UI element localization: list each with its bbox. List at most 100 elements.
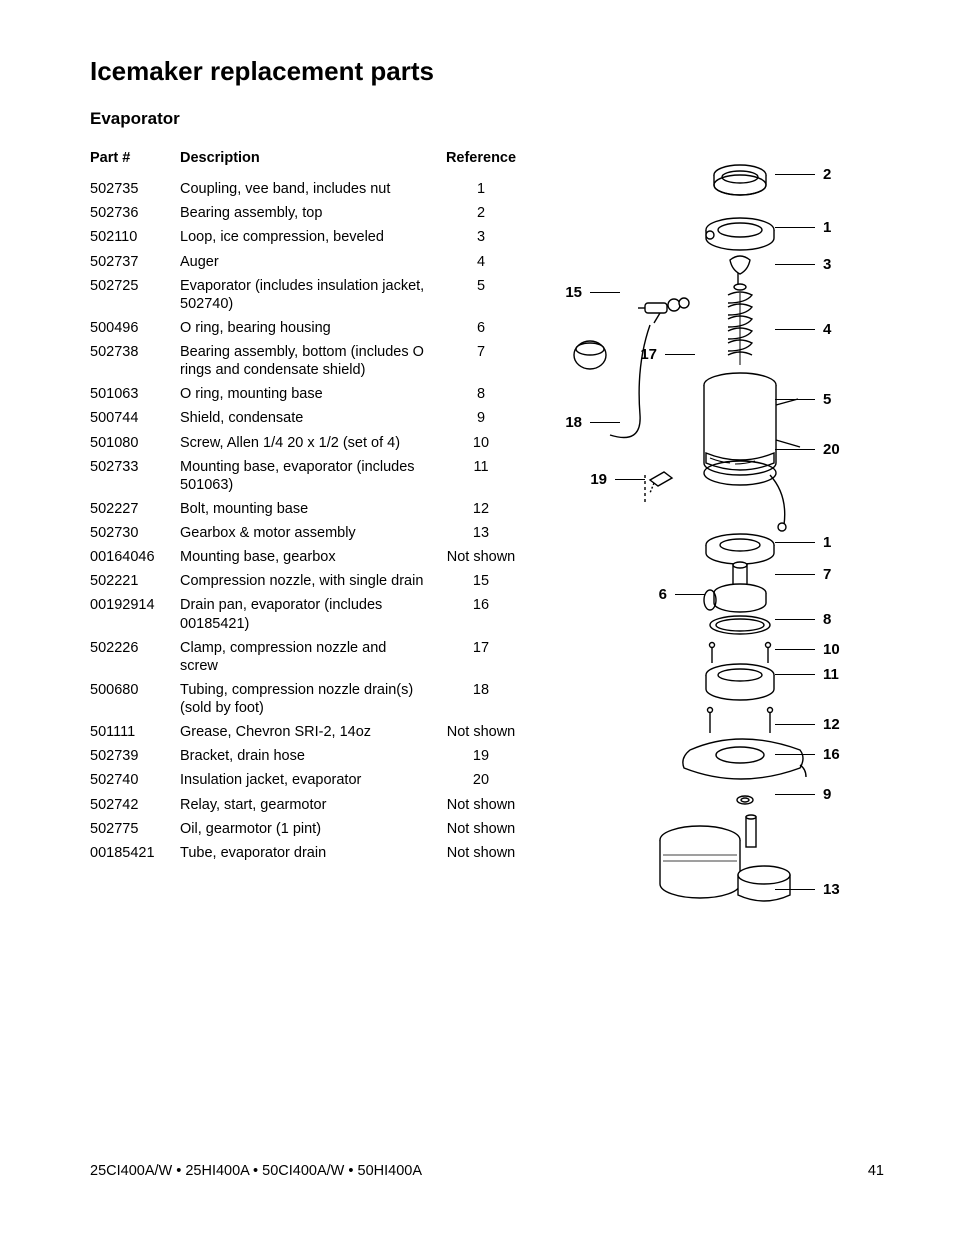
table-row: 502738Bearing assembly, bottom (includes… — [90, 340, 530, 382]
table-row: 502725Evaporator (includes insulation ja… — [90, 274, 530, 316]
diagram-callout: 4 — [775, 321, 831, 338]
cell-desc: Compression nozzle, with single drain — [180, 569, 440, 593]
cell-ref: 8 — [440, 382, 530, 406]
cell-part: 500680 — [90, 678, 180, 720]
cell-part: 500744 — [90, 406, 180, 430]
diagram-callout: 13 — [775, 881, 840, 898]
table-row: 00192914Drain pan, evaporator (includes … — [90, 593, 530, 635]
parts-table: Part # Description Reference 502735Coupl… — [90, 145, 530, 865]
cell-part: 502735 — [90, 177, 180, 201]
cell-desc: Mounting base, evaporator (includes 5010… — [180, 455, 440, 497]
cell-ref: Not shown — [440, 817, 530, 841]
cell-part: 501111 — [90, 720, 180, 744]
cell-ref: 2 — [440, 201, 530, 225]
cell-part: 502730 — [90, 521, 180, 545]
cell-desc: Gearbox & motor assembly — [180, 521, 440, 545]
cell-ref: 7 — [440, 340, 530, 382]
exploded-diagram: 213452017810111216913 151718196 — [550, 155, 884, 935]
table-row: 500496O ring, bearing housing6 — [90, 316, 530, 340]
cell-desc: Bolt, mounting base — [180, 497, 440, 521]
cell-ref: 10 — [440, 431, 530, 455]
cell-ref: 5 — [440, 274, 530, 316]
cell-ref: 17 — [440, 636, 530, 678]
col-part: Part # — [90, 145, 180, 177]
cell-part: 502775 — [90, 817, 180, 841]
diagram-callout: 1 — [775, 219, 831, 236]
cell-ref: Not shown — [440, 841, 530, 865]
diagram-callout: 1 — [775, 534, 831, 551]
cell-desc: Oil, gearmotor (1 pint) — [180, 817, 440, 841]
cell-part: 502110 — [90, 225, 180, 249]
table-row: 501111Grease, Chevron SRI-2, 14ozNot sho… — [90, 720, 530, 744]
cell-desc: Auger — [180, 250, 440, 274]
diagram-callout: 6 — [550, 586, 705, 603]
footer-page-number: 41 — [868, 1163, 884, 1179]
cell-desc: Tubing, compression nozzle drain(s) (sol… — [180, 678, 440, 720]
cell-desc: Loop, ice compression, beveled — [180, 225, 440, 249]
cell-desc: Bracket, drain hose — [180, 744, 440, 768]
table-row: 502775Oil, gearmotor (1 pint)Not shown — [90, 817, 530, 841]
table-row: 502739Bracket, drain hose19 — [90, 744, 530, 768]
section-subtitle: Evaporator — [90, 109, 884, 129]
table-row: 502730Gearbox & motor assembly13 — [90, 521, 530, 545]
cell-ref: 6 — [440, 316, 530, 340]
cell-part: 500496 — [90, 316, 180, 340]
diagram-callout: 3 — [775, 256, 831, 273]
cell-ref: Not shown — [440, 720, 530, 744]
cell-part: 502227 — [90, 497, 180, 521]
col-ref: Reference — [440, 145, 530, 177]
cell-ref: 1 — [440, 177, 530, 201]
diagram-callout: 19 — [550, 471, 645, 488]
cell-part: 502725 — [90, 274, 180, 316]
cell-desc: Bearing assembly, top — [180, 201, 440, 225]
cell-ref: 20 — [440, 768, 530, 792]
table-row: 500744Shield, condensate9 — [90, 406, 530, 430]
table-row: 00185421Tube, evaporator drainNot shown — [90, 841, 530, 865]
table-row: 00164046Mounting base, gearboxNot shown — [90, 545, 530, 569]
cell-part: 502738 — [90, 340, 180, 382]
cell-ref: 11 — [440, 455, 530, 497]
cell-part: 502739 — [90, 744, 180, 768]
cell-desc: Tube, evaporator drain — [180, 841, 440, 865]
page-title: Icemaker replacement parts — [90, 56, 884, 87]
cell-part: 502736 — [90, 201, 180, 225]
cell-ref: 4 — [440, 250, 530, 274]
diagram-callout: 5 — [775, 391, 831, 408]
table-row: 502742Relay, start, gearmotorNot shown — [90, 793, 530, 817]
diagram-callout: 18 — [550, 414, 620, 431]
diagram-callout: 8 — [775, 611, 831, 628]
table-row: 502227Bolt, mounting base12 — [90, 497, 530, 521]
cell-ref: 12 — [440, 497, 530, 521]
table-row: 502737Auger4 — [90, 250, 530, 274]
cell-desc: Clamp, compression nozzle and screw — [180, 636, 440, 678]
diagram-callout: 16 — [775, 746, 840, 763]
cell-part: 502226 — [90, 636, 180, 678]
cell-desc: Screw, Allen 1/4 20 x 1/2 (set of 4) — [180, 431, 440, 455]
cell-part: 502221 — [90, 569, 180, 593]
table-row: 502221Compression nozzle, with single dr… — [90, 569, 530, 593]
cell-desc: Insulation jacket, evaporator — [180, 768, 440, 792]
cell-part: 502742 — [90, 793, 180, 817]
table-row: 500680Tubing, compression nozzle drain(s… — [90, 678, 530, 720]
diagram-callout: 2 — [775, 166, 831, 183]
col-desc: Description — [180, 145, 440, 177]
cell-desc: Bearing assembly, bottom (includes O rin… — [180, 340, 440, 382]
diagram-callout: 7 — [775, 566, 831, 583]
table-row: 502733Mounting base, evaporator (include… — [90, 455, 530, 497]
cell-ref: 16 — [440, 593, 530, 635]
cell-ref: 18 — [440, 678, 530, 720]
cell-part: 501063 — [90, 382, 180, 406]
cell-part: 00164046 — [90, 545, 180, 569]
cell-part: 502737 — [90, 250, 180, 274]
cell-desc: Drain pan, evaporator (includes 00185421… — [180, 593, 440, 635]
cell-ref: Not shown — [440, 545, 530, 569]
table-row: 501080Screw, Allen 1/4 20 x 1/2 (set of … — [90, 431, 530, 455]
cell-ref: 15 — [440, 569, 530, 593]
diagram-callout: 10 — [775, 641, 840, 658]
cell-part: 502740 — [90, 768, 180, 792]
table-row: 502740Insulation jacket, evaporator20 — [90, 768, 530, 792]
diagram-callout: 17 — [550, 346, 695, 363]
table-row: 502110Loop, ice compression, beveled3 — [90, 225, 530, 249]
diagram-callout: 20 — [775, 441, 840, 458]
footer-models: 25CI400A/W • 25HI400A • 50CI400A/W • 50H… — [90, 1163, 422, 1179]
